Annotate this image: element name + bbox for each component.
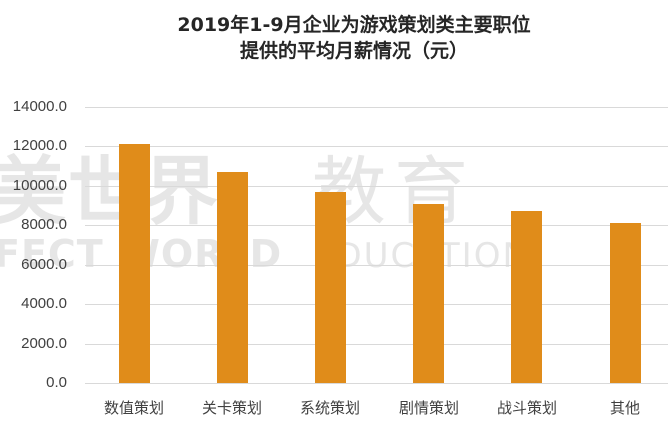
gridline [85,383,668,384]
y-tick-label: 12000.0 [12,137,67,154]
x-category-label: 其他 [609,399,640,417]
x-category-label: 战斗策划 [496,399,557,417]
y-tick-label: 8000.0 [21,216,67,233]
bar [217,172,248,383]
watermark-logo-cn: 美世界 [0,149,220,235]
y-tick-label: 14000.0 [12,98,67,115]
gridline [85,344,668,345]
x-category-label: 剧情策划 [398,399,459,417]
y-tick-label: 2000.0 [21,335,67,352]
bar [315,192,346,383]
chart-title-line-1: 2019年1-9月企业为游戏策划类主要职位 [177,14,531,36]
bar [610,223,641,383]
gridline [85,265,668,266]
bar [413,204,444,383]
gridline [85,186,668,187]
gridline [85,146,668,147]
y-tick-label: 0.0 [46,374,67,391]
y-tick-label: 10000.0 [12,177,67,194]
x-category-label: 系统策划 [299,399,360,417]
gridline [85,225,668,226]
x-category-label: 数值策划 [103,399,164,417]
y-tick-label: 6000.0 [21,256,67,273]
gridline [85,107,668,108]
x-category-label: 关卡策划 [201,399,262,417]
bar [511,211,542,383]
y-tick-label: 4000.0 [21,295,67,312]
bar [119,144,150,383]
chart-title-line-2: 提供的平均月薪情况（元） [239,40,468,62]
gridline [85,304,668,305]
